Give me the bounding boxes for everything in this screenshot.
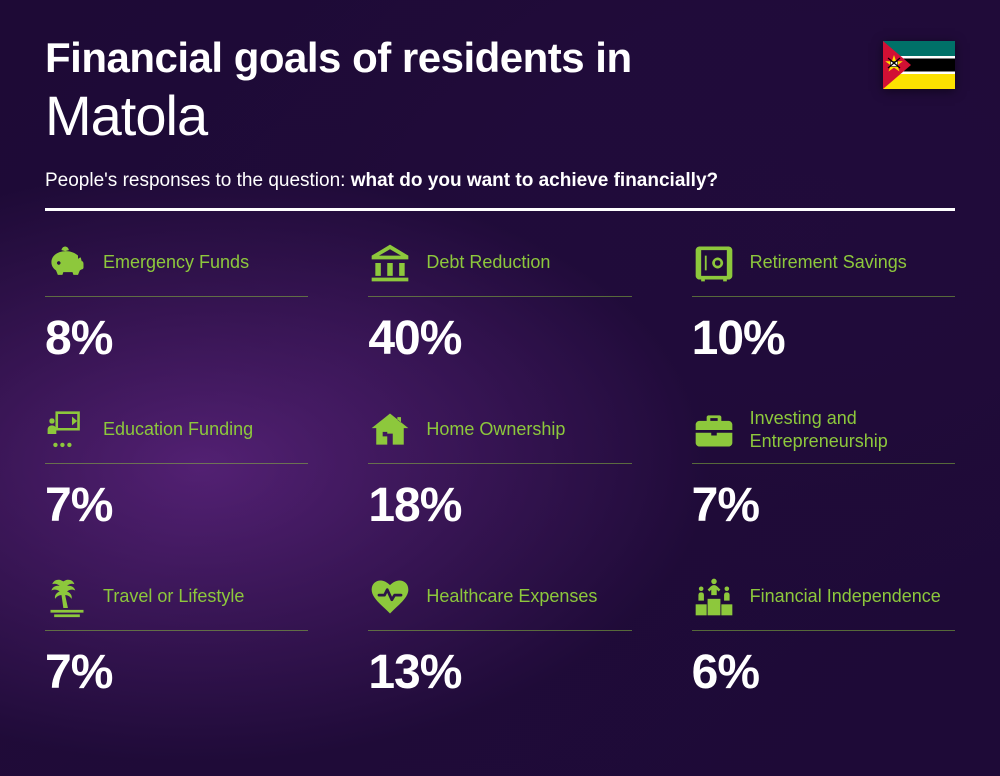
- piggy-bank-icon: [45, 241, 89, 285]
- goal-label: Healthcare Expenses: [426, 585, 597, 608]
- subtitle: People's responses to the question: what…: [45, 170, 955, 192]
- goal-education-funding: Education Funding 7%: [45, 406, 308, 533]
- item-header: Emergency Funds: [45, 239, 308, 297]
- goal-value: 10%: [692, 311, 955, 366]
- subtitle-question: what do you want to achieve financially?: [351, 170, 718, 191]
- bank-icon: [368, 241, 412, 285]
- goal-value: 7%: [45, 645, 308, 700]
- item-header: Debt Reduction: [368, 239, 631, 297]
- item-header: Healthcare Expenses: [368, 573, 631, 631]
- goal-home-ownership: Home Ownership 18%: [368, 406, 631, 533]
- subtitle-prefix: People's responses to the question:: [45, 170, 351, 191]
- goal-label: Emergency Funds: [103, 251, 249, 274]
- goal-label: Debt Reduction: [426, 251, 550, 274]
- goal-label: Travel or Lifestyle: [103, 585, 244, 608]
- header: Financial goals of residents in Matola P…: [45, 35, 955, 211]
- goal-value: 40%: [368, 311, 631, 366]
- mozambique-flag-icon: [883, 41, 955, 89]
- item-header: Home Ownership: [368, 406, 631, 464]
- goal-label: Education Funding: [103, 418, 253, 441]
- heart-pulse-icon: [368, 575, 412, 619]
- goal-label: Investing and Entrepreneurship: [750, 407, 955, 452]
- goal-label: Financial Independence: [750, 585, 941, 608]
- goal-retirement-savings: Retirement Savings 10%: [692, 239, 955, 366]
- title-line-1: Financial goals of residents in: [45, 35, 955, 81]
- goal-label: Retirement Savings: [750, 251, 907, 274]
- presentation-icon: [45, 408, 89, 452]
- goal-label: Home Ownership: [426, 418, 565, 441]
- header-divider: [45, 208, 955, 211]
- goal-value: 18%: [368, 478, 631, 533]
- goal-travel-lifestyle: Travel or Lifestyle 7%: [45, 573, 308, 700]
- safe-icon: [692, 241, 736, 285]
- item-header: Financial Independence: [692, 573, 955, 631]
- item-header: Retirement Savings: [692, 239, 955, 297]
- goal-healthcare-expenses: Healthcare Expenses 13%: [368, 573, 631, 700]
- item-header: Education Funding: [45, 406, 308, 464]
- goal-value: 7%: [45, 478, 308, 533]
- goal-value: 8%: [45, 311, 308, 366]
- goal-value: 13%: [368, 645, 631, 700]
- title-line-2: Matola: [45, 83, 955, 148]
- goal-investing-entrepreneurship: Investing and Entrepreneurship 7%: [692, 406, 955, 533]
- goal-emergency-funds: Emergency Funds 8%: [45, 239, 308, 366]
- goal-value: 7%: [692, 478, 955, 533]
- goal-debt-reduction: Debt Reduction 40%: [368, 239, 631, 366]
- goals-grid: Emergency Funds 8% Debt Reduction 40% Re…: [45, 239, 955, 700]
- goal-financial-independence: Financial Independence 6%: [692, 573, 955, 700]
- goal-value: 6%: [692, 645, 955, 700]
- item-header: Travel or Lifestyle: [45, 573, 308, 631]
- podium-icon: [692, 575, 736, 619]
- palm-tree-icon: [45, 575, 89, 619]
- item-header: Investing and Entrepreneurship: [692, 406, 955, 464]
- house-icon: [368, 408, 412, 452]
- briefcase-icon: [692, 408, 736, 452]
